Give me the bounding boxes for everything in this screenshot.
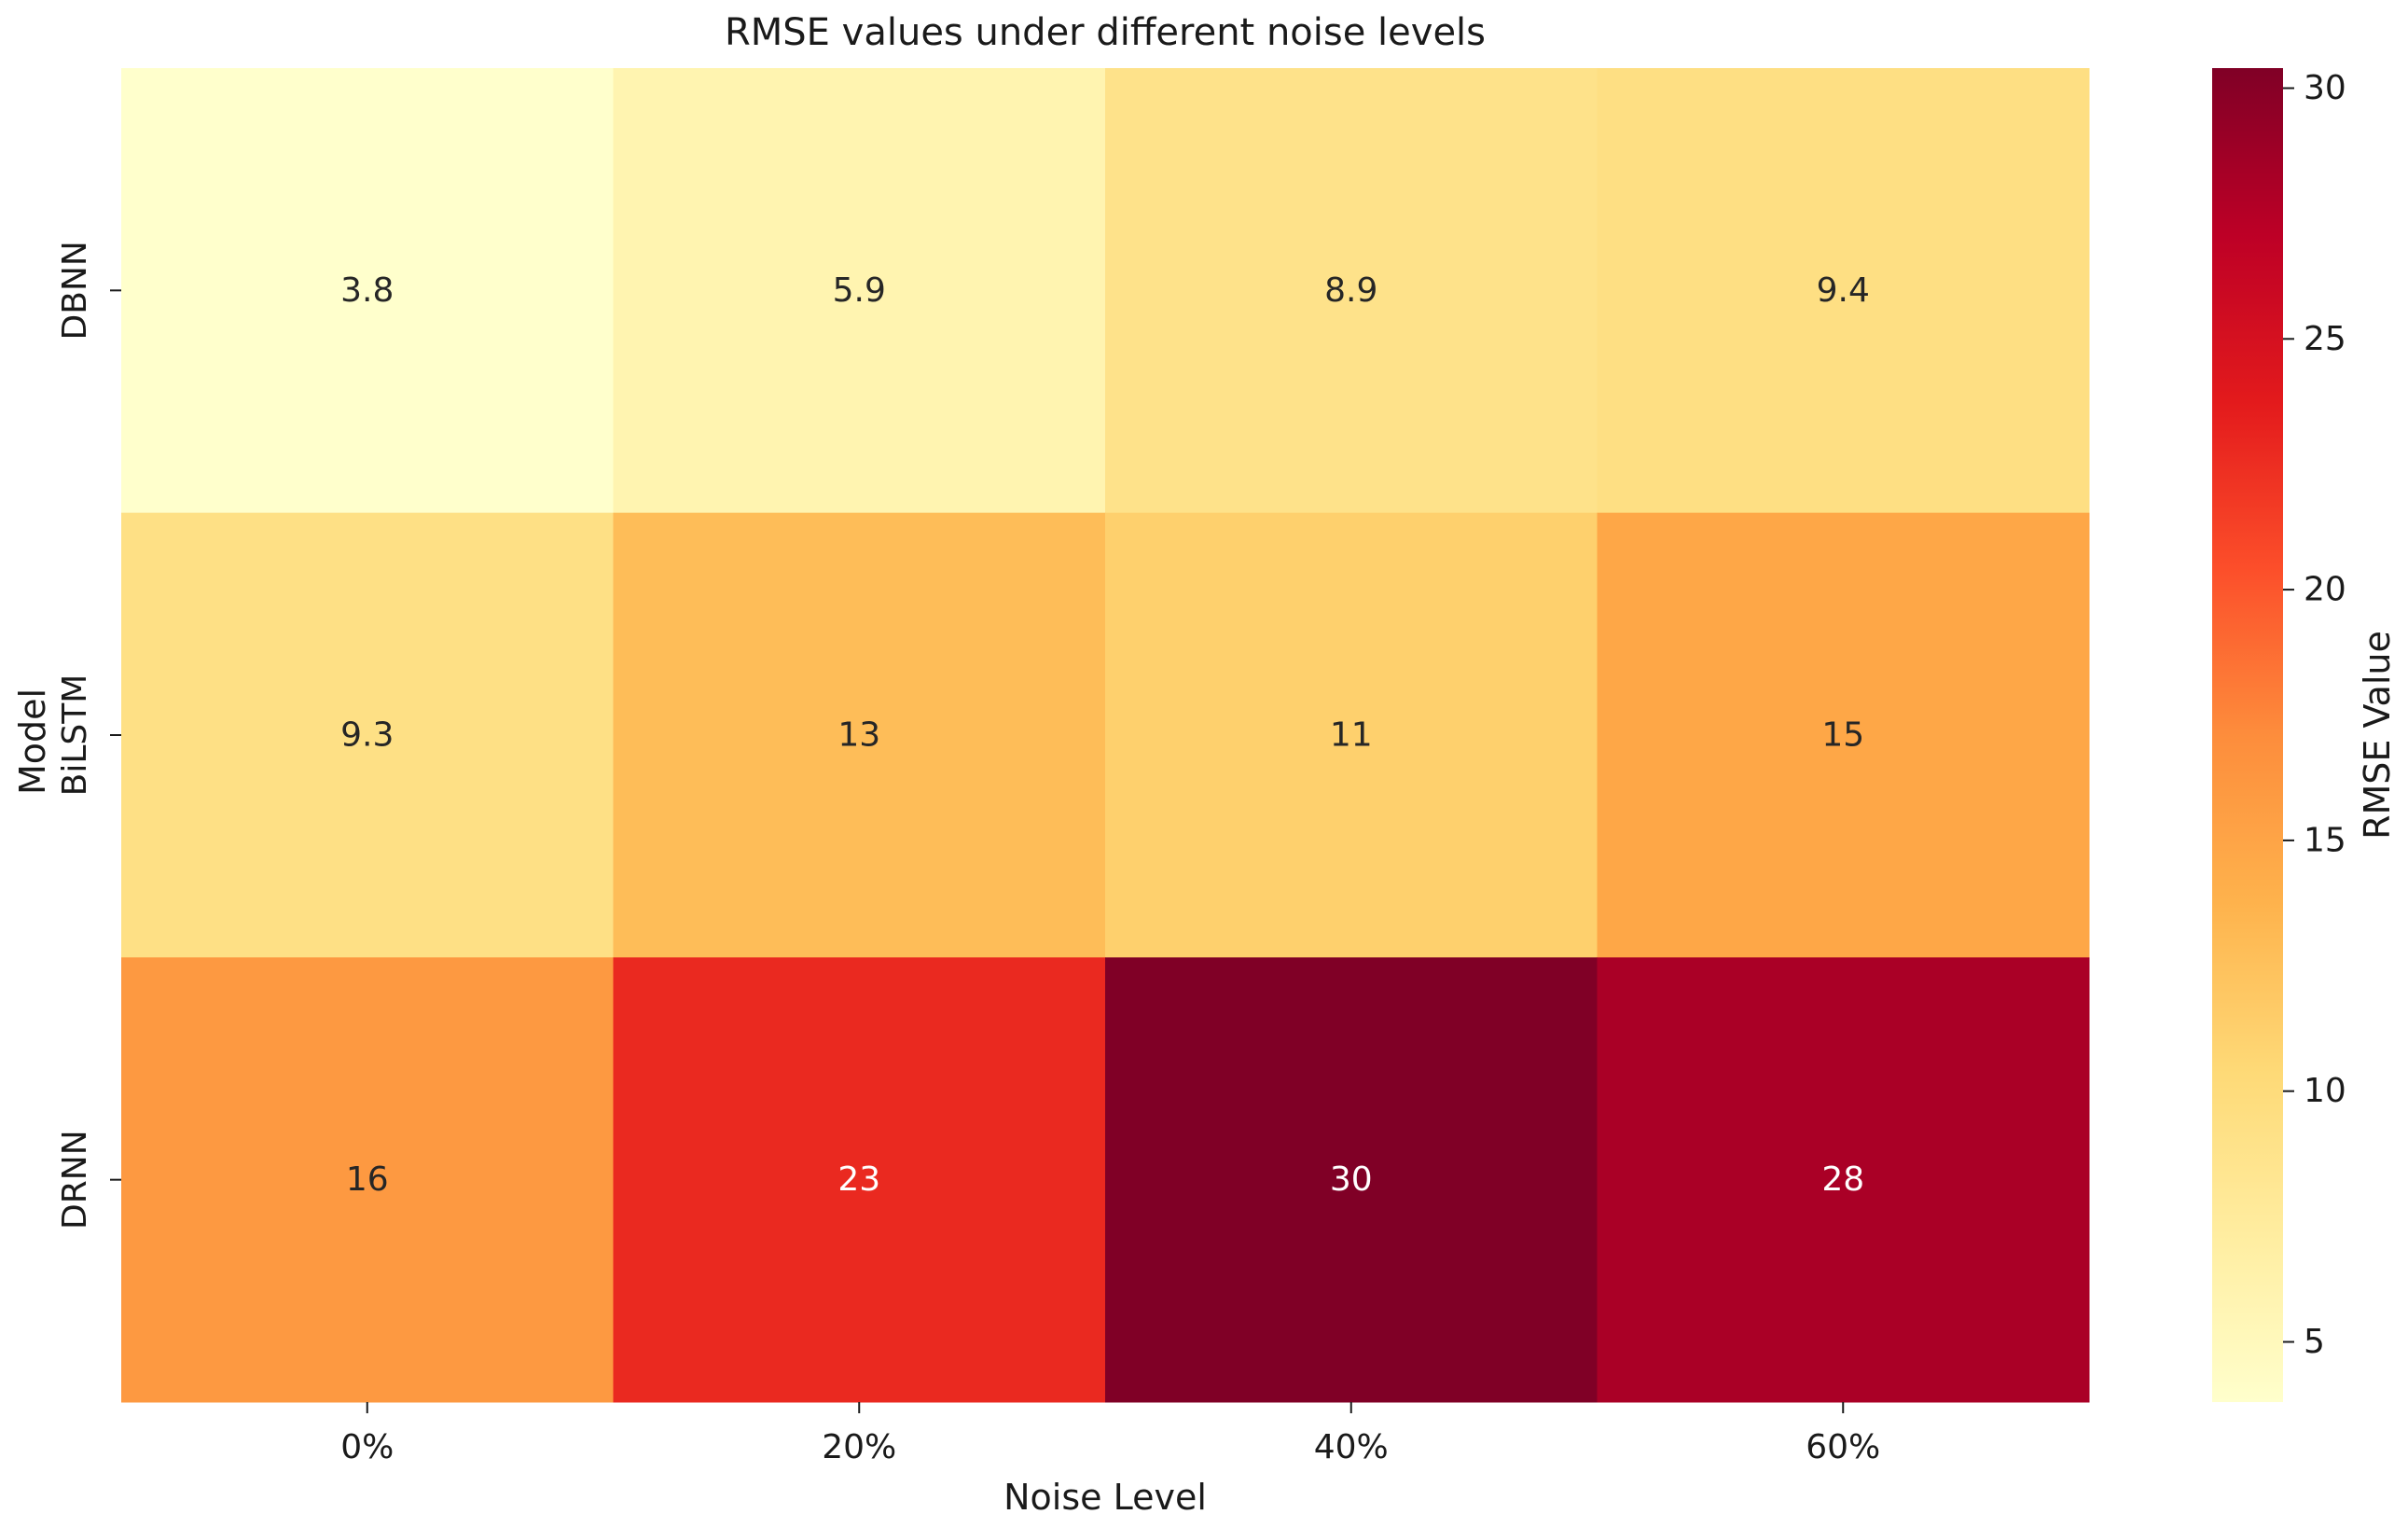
y-tick-label: DRNN <box>56 1130 94 1229</box>
cell-value-label: 15 <box>1821 716 1864 755</box>
heatmap-cell <box>121 957 614 1403</box>
colorbar-ticks: 5 10 15 20 25 30 <box>2283 69 2346 1361</box>
x-tick-label: 60% <box>1806 1428 1880 1466</box>
cell-value-label: 23 <box>837 1160 880 1199</box>
cell-value-label: 3.8 <box>340 271 394 310</box>
heatmap-cell <box>121 512 614 958</box>
x-tick-label: 40% <box>1314 1428 1389 1466</box>
cell-value-label: 9.3 <box>340 716 394 755</box>
heatmap-cell-labels: 3.8 5.9 8.9 9.4 9.3 13 11 15 16 23 30 28 <box>340 271 1870 1199</box>
colorbar <box>2212 68 2283 1402</box>
heatmap-cell <box>613 957 1106 1403</box>
heatmap-cell <box>613 512 1106 958</box>
colorbar-tick-label: 5 <box>2304 1323 2325 1361</box>
cell-value-label: 11 <box>1330 716 1373 755</box>
x-tick-label: 20% <box>822 1428 896 1466</box>
cell-value-label: 28 <box>1821 1160 1864 1199</box>
cell-value-label: 16 <box>346 1160 389 1199</box>
x-tick-label: 0% <box>340 1428 394 1466</box>
heatmap-cell <box>613 68 1106 514</box>
colorbar-tick-label: 20 <box>2304 571 2346 609</box>
heatmap-cell <box>1597 512 2090 958</box>
heatmap-cell <box>1597 957 2090 1403</box>
heatmap-cell <box>121 68 614 514</box>
x-axis-label: Noise Level <box>1003 1477 1207 1518</box>
heatmap-cell <box>1105 512 1598 958</box>
y-tick-label: DBNN <box>56 241 94 340</box>
cell-value-label: 9.4 <box>1817 271 1870 310</box>
cell-value-label: 8.9 <box>1324 271 1377 310</box>
colorbar-tick-label: 30 <box>2304 69 2346 107</box>
heatmap-cells <box>121 68 2090 1403</box>
colorbar-tick-label: 15 <box>2304 821 2346 859</box>
cell-value-label: 13 <box>837 716 880 755</box>
y-axis-ticks: DBNN BiLSTM DRNN <box>56 241 121 1229</box>
heatmap-cell <box>1105 957 1598 1403</box>
cell-value-label: 5.9 <box>833 271 886 310</box>
x-axis-ticks: 0% 20% 40% 60% <box>340 1402 1880 1466</box>
y-tick-label: BiLSTM <box>56 674 94 797</box>
heatmap-cell <box>1105 68 1598 514</box>
cell-value-label: 30 <box>1330 1160 1373 1199</box>
colorbar-label: RMSE Value <box>2357 631 2398 840</box>
colorbar-tick-label: 10 <box>2304 1072 2346 1110</box>
y-axis-label: Model <box>12 688 53 795</box>
chart-title: RMSE values under different noise levels <box>725 11 1486 54</box>
colorbar-tick-label: 25 <box>2304 320 2346 358</box>
heatmap-cell <box>1597 68 2090 514</box>
